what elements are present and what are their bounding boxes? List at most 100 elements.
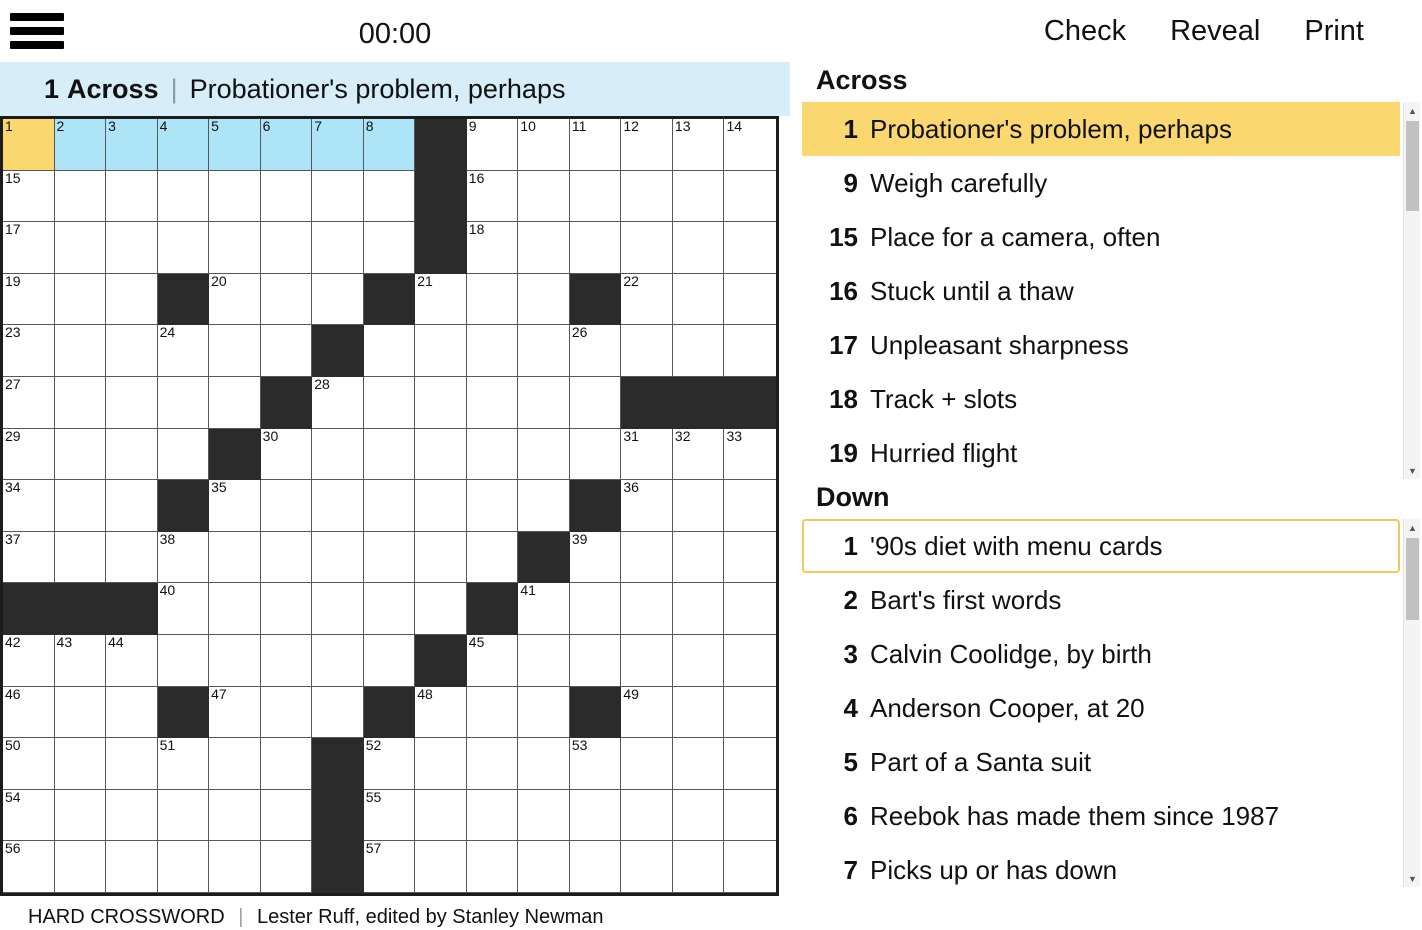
down-clue-1[interactable]: 1 '90s diet with menu cards (802, 519, 1400, 573)
grid-cell[interactable]: 33 (724, 428, 776, 481)
grid-cell[interactable] (569, 634, 622, 687)
grid-cell[interactable] (724, 634, 776, 687)
grid-cell[interactable]: 21 (415, 273, 467, 326)
grid-cell[interactable] (672, 531, 725, 584)
across-clue-list[interactable]: 1 Probationer's problem, perhaps 9 Weigh ca… (802, 102, 1422, 479)
grid-cell[interactable] (106, 222, 158, 274)
grid-cell[interactable]: 49 (621, 686, 673, 739)
across-clue-18[interactable]: 18 Track + slots (802, 372, 1400, 426)
grid-cell[interactable] (724, 789, 776, 842)
grid-cell[interactable] (672, 686, 725, 739)
grid-cell[interactable] (672, 789, 725, 842)
down-clue-7[interactable]: 7 Picks up or has down (802, 843, 1400, 887)
grid-cell[interactable] (415, 376, 467, 429)
grid-cell[interactable] (260, 841, 313, 893)
grid-cell[interactable] (724, 686, 776, 739)
grid-cell[interactable] (415, 428, 467, 481)
grid-cell[interactable] (466, 789, 519, 842)
grid-cell[interactable] (312, 583, 364, 635)
grid-cell[interactable] (54, 325, 107, 377)
grid-cell[interactable] (106, 531, 158, 584)
grid-cell[interactable] (260, 583, 313, 635)
grid-cell[interactable] (724, 841, 776, 893)
grid-cell[interactable] (260, 480, 313, 532)
grid-cell[interactable] (363, 170, 416, 223)
grid-cell[interactable] (569, 841, 622, 893)
grid-cell[interactable]: 9 (466, 119, 519, 171)
grid-cell[interactable] (363, 583, 416, 635)
grid-cell[interactable] (518, 789, 570, 842)
grid-cell[interactable] (724, 480, 776, 532)
grid-cell[interactable]: 16 (466, 170, 519, 223)
grid-cell[interactable] (54, 428, 107, 481)
grid-cell[interactable]: 53 (569, 738, 622, 790)
grid-cell[interactable]: 35 (209, 480, 261, 532)
grid-cell[interactable] (569, 789, 622, 842)
grid-cell[interactable]: 27 (3, 376, 55, 429)
grid-cell[interactable]: 28 (312, 376, 364, 429)
grid-cell[interactable] (724, 170, 776, 223)
grid-cell[interactable]: 37 (3, 531, 55, 584)
across-clue-1[interactable]: 1 Probationer's problem, perhaps (802, 102, 1400, 156)
grid-cell[interactable] (157, 376, 210, 429)
grid-cell[interactable]: 32 (672, 428, 725, 481)
grid-cell[interactable] (724, 325, 776, 377)
grid-cell[interactable] (466, 325, 519, 377)
grid-cell[interactable]: 18 (466, 222, 519, 274)
grid-cell[interactable] (724, 222, 776, 274)
grid-cell[interactable] (724, 273, 776, 326)
grid-cell[interactable] (466, 428, 519, 481)
grid-cell[interactable] (466, 531, 519, 584)
grid-cell[interactable] (569, 428, 622, 481)
grid-cell[interactable]: 29 (3, 428, 55, 481)
grid-cell[interactable] (312, 686, 364, 739)
across-clue-15[interactable]: 15 Place for a camera, often (802, 210, 1400, 264)
grid-cell[interactable]: 46 (3, 686, 55, 739)
grid-cell[interactable] (157, 428, 210, 481)
grid-cell[interactable] (209, 325, 261, 377)
grid-cell-highlighted[interactable]: 8 (363, 119, 416, 171)
grid-cell[interactable] (466, 841, 519, 893)
grid-cell[interactable]: 36 (621, 480, 673, 532)
grid-cell[interactable] (518, 273, 570, 326)
grid-cell[interactable] (724, 583, 776, 635)
grid-cell[interactable]: 55 (363, 789, 416, 842)
grid-cell[interactable] (209, 583, 261, 635)
grid-cell[interactable] (621, 531, 673, 584)
grid-cell[interactable] (106, 170, 158, 223)
grid-cell[interactable] (672, 480, 725, 532)
scroll-down-icon[interactable]: ▼ (1408, 465, 1417, 476)
across-clue-16[interactable]: 16 Stuck until a thaw (802, 264, 1400, 318)
grid-cell[interactable] (312, 428, 364, 481)
grid-cell[interactable] (466, 273, 519, 326)
grid-cell[interactable] (672, 170, 725, 223)
across-clue-19[interactable]: 19 Hurried flight (802, 426, 1400, 479)
grid-cell[interactable] (312, 634, 364, 687)
grid-cell[interactable] (157, 222, 210, 274)
grid-cell[interactable] (209, 738, 261, 790)
grid-cell[interactable] (569, 170, 622, 223)
grid-cell[interactable] (260, 738, 313, 790)
timer-display[interactable]: 00:00 (358, 18, 432, 50)
grid-cell[interactable] (106, 325, 158, 377)
grid-cell[interactable] (621, 738, 673, 790)
grid-cell[interactable]: 50 (3, 738, 55, 790)
grid-cell[interactable] (724, 531, 776, 584)
grid-cell[interactable]: 56 (3, 841, 55, 893)
grid-cell[interactable] (415, 480, 467, 532)
grid-cell-highlighted[interactable]: 6 (260, 119, 313, 171)
grid-cell[interactable] (54, 376, 107, 429)
grid-cell[interactable] (621, 170, 673, 223)
grid-cell[interactable] (363, 531, 416, 584)
grid-cell[interactable] (415, 531, 467, 584)
grid-cell[interactable] (363, 480, 416, 532)
down-scrollbar[interactable]: ▲ ▼ (1403, 519, 1420, 887)
grid-cell[interactable] (54, 686, 107, 739)
across-clue-9[interactable]: 9 Weigh carefully (802, 156, 1400, 210)
grid-cell[interactable] (209, 170, 261, 223)
scroll-down-icon[interactable]: ▼ (1408, 873, 1417, 884)
grid-cell[interactable] (363, 325, 416, 377)
grid-cell[interactable] (209, 222, 261, 274)
grid-cell[interactable] (363, 222, 416, 274)
grid-cell[interactable] (621, 841, 673, 893)
